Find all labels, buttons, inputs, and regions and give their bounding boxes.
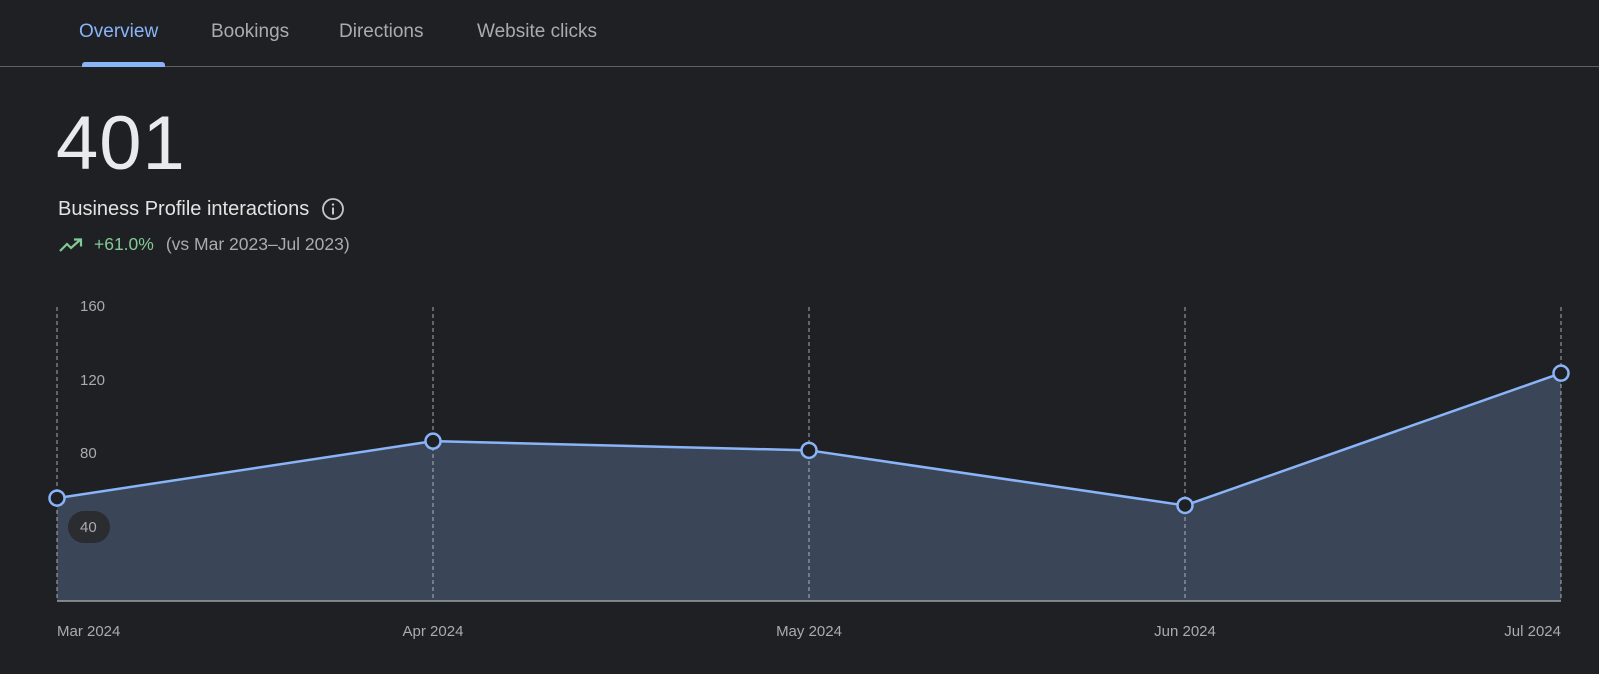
tab-bar: Overview Bookings Directions Website cli… <box>0 0 1599 67</box>
x-tick-label: Mar 2024 <box>57 623 121 640</box>
x-tick-label: Apr 2024 <box>402 623 464 640</box>
y-tick-highlight <box>68 511 110 543</box>
info-icon[interactable] <box>321 197 345 221</box>
x-tick-label: Jun 2024 <box>1154 623 1216 640</box>
total-interactions-value: 401 <box>56 101 186 186</box>
data-point[interactable] <box>1176 496 1194 515</box>
y-tick-label: 160 <box>80 298 106 315</box>
x-tick-label: May 2024 <box>776 623 842 640</box>
y-tick-label: 80 <box>80 445 97 462</box>
data-point[interactable] <box>424 432 442 450</box>
interactions-chart: 160 120 80 40 Mar 2024 Apr 2024 May 2024 Jun 2… <box>0 290 1599 674</box>
trend-row: +61.0% (vs Mar 2023–Jul 2023) <box>58 234 350 255</box>
y-tick-label: 40 <box>80 518 97 536</box>
tab-overview[interactable]: Overview <box>79 21 159 42</box>
tab-website-clicks[interactable]: Website clicks <box>477 21 598 42</box>
chart-plot <box>48 307 1570 602</box>
active-tab-indicator <box>82 62 165 67</box>
data-point[interactable] <box>800 441 818 460</box>
area-fill <box>57 373 1561 601</box>
y-tick-label: 120 <box>80 371 106 389</box>
trend-comparison-period: (vs Mar 2023–Jul 2023) <box>165 234 350 254</box>
data-point[interactable] <box>48 489 66 507</box>
trend-percentage: +61.0% <box>94 234 154 254</box>
tab-directions[interactable]: Directions <box>339 21 424 42</box>
data-point[interactable] <box>1552 364 1570 382</box>
trending-up-icon <box>59 237 83 252</box>
x-tick-label: Jul 2024 <box>1504 623 1561 640</box>
metric-label: Business Profile interactions <box>58 197 345 221</box>
metric-label-text: Business Profile interactions <box>58 197 310 220</box>
tab-bookings[interactable]: Bookings <box>211 21 290 42</box>
